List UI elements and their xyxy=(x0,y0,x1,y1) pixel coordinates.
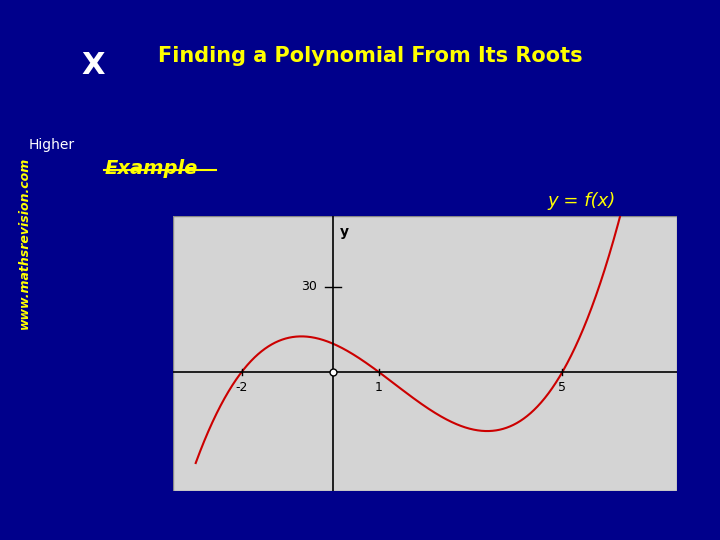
Text: 5: 5 xyxy=(558,381,566,394)
Text: Higher: Higher xyxy=(29,138,75,152)
Text: 30: 30 xyxy=(301,280,317,293)
Text: 1: 1 xyxy=(375,381,383,394)
Text: y: y xyxy=(340,225,349,239)
Text: Example: Example xyxy=(104,159,198,178)
Text: -2: -2 xyxy=(235,381,248,394)
Text: Finding a Polynomial From Its Roots: Finding a Polynomial From Its Roots xyxy=(158,46,583,66)
Text: y = f(x): y = f(x) xyxy=(547,192,616,210)
Bar xyxy=(173,216,677,491)
Text: X: X xyxy=(82,51,105,80)
Text: www.mathsrevision.com: www.mathsrevision.com xyxy=(18,157,31,329)
